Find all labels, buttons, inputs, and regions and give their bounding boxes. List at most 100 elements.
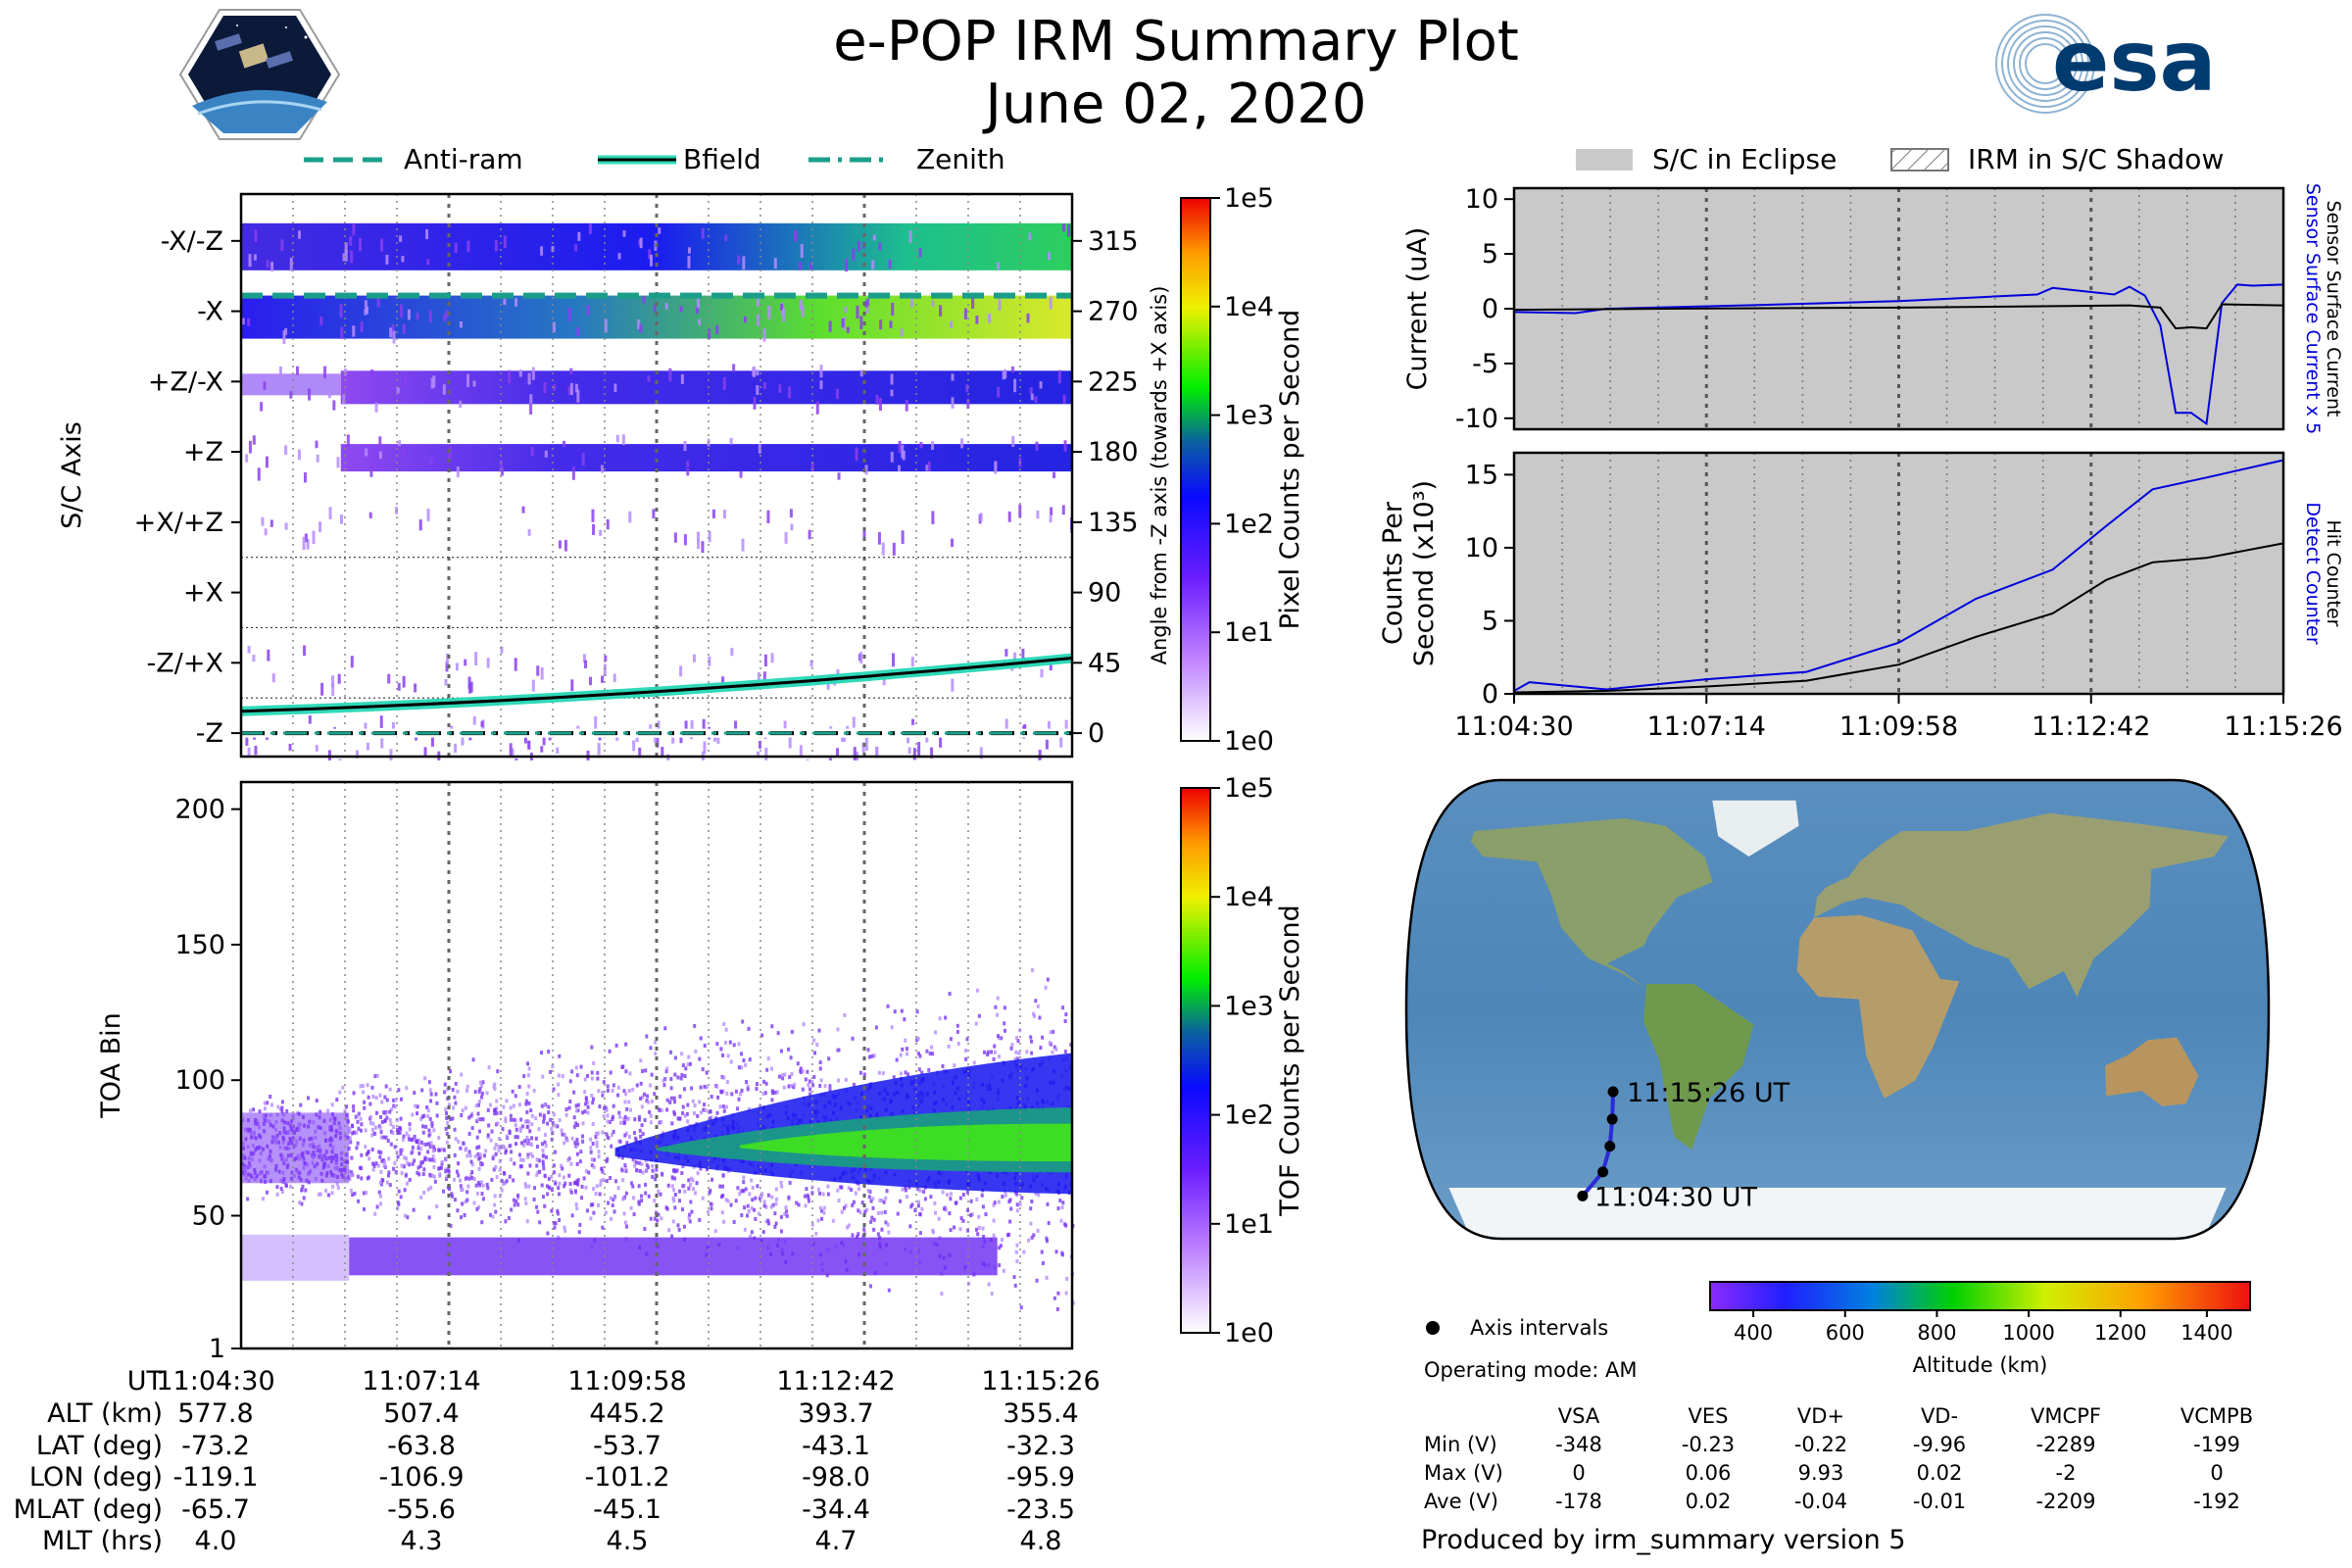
toa-speckle xyxy=(613,1195,617,1200)
toa-speckle xyxy=(578,1222,582,1227)
toa-speckle xyxy=(469,1113,473,1118)
toa-speckle xyxy=(1063,1018,1067,1023)
toa-speckle xyxy=(966,1208,970,1213)
toa-speckle xyxy=(649,1083,653,1088)
toa-speckle xyxy=(383,1160,387,1165)
toa-speckle xyxy=(531,1153,535,1158)
toa-speckle xyxy=(676,1116,680,1121)
position-value: -45.1 xyxy=(593,1494,662,1525)
toa-speckle xyxy=(541,1195,545,1200)
toa-speckle xyxy=(352,1130,356,1135)
toa-speckle xyxy=(872,1054,876,1058)
toa-speckle xyxy=(633,1158,637,1163)
toa-speckle xyxy=(916,1187,920,1192)
toa-speckle xyxy=(258,1109,262,1114)
toa-speckle xyxy=(621,1064,625,1069)
pixel-speckle xyxy=(734,720,738,729)
pixel-angle-tick-label: 180 xyxy=(1088,437,1139,467)
toa-speckle xyxy=(576,1108,580,1113)
toa-speckle xyxy=(385,1098,389,1102)
toa-speckle xyxy=(961,1193,965,1198)
pixel-speckle xyxy=(508,369,512,384)
current-ytick-label: -10 xyxy=(1455,404,1498,434)
toa-speckle xyxy=(695,1181,699,1186)
pixel-speckle xyxy=(379,715,383,728)
toa-speckle xyxy=(429,1092,433,1097)
toa-speckle xyxy=(631,1087,635,1092)
pixel-speckle xyxy=(591,509,595,522)
toa-speckle xyxy=(701,1067,705,1072)
pixel-speckle xyxy=(499,460,503,470)
toa-speckle xyxy=(476,1102,480,1107)
toa-speckle xyxy=(548,1185,552,1190)
axis-interval-marker xyxy=(1597,1166,1609,1178)
toa-speckle xyxy=(387,1156,391,1161)
toa-speckle xyxy=(459,1146,463,1151)
toa-speckle xyxy=(1054,1047,1058,1052)
pixel-speckle xyxy=(514,759,518,760)
toa-speckle xyxy=(1039,1046,1043,1051)
toa-speckle xyxy=(335,1098,339,1102)
counts-ytick-label: 5 xyxy=(1482,606,1498,636)
toa-speckle xyxy=(693,1023,697,1028)
toa-speckle xyxy=(831,1218,835,1223)
counts-series-blue xyxy=(1513,459,2284,692)
toa-speckle xyxy=(584,1185,588,1190)
toa-speckle xyxy=(360,1152,364,1157)
toa-speckle xyxy=(475,1135,479,1140)
toa-speckle xyxy=(392,1124,396,1129)
toa-speckle xyxy=(525,1091,529,1096)
pixel-category-label: -X xyxy=(197,297,223,327)
position-value: -55.6 xyxy=(387,1494,456,1525)
produced-by: Produced by irm_summary version 5 xyxy=(1421,1525,1906,1555)
toa-speckle xyxy=(870,1215,874,1220)
counts-xtick-label: 11:07:14 xyxy=(1647,711,1766,742)
australia-landmass xyxy=(2105,1037,2199,1106)
toa-speckle xyxy=(760,1033,764,1038)
position-value: -65.7 xyxy=(181,1494,250,1525)
position-value: -95.9 xyxy=(1006,1462,1075,1493)
toa-speckle xyxy=(673,1111,677,1116)
toa-speckle xyxy=(584,1102,588,1106)
toa-speckle xyxy=(581,1134,585,1139)
pixel-speckle xyxy=(248,440,252,454)
pixel-speckle xyxy=(701,227,705,239)
toa-speckle xyxy=(515,1135,519,1140)
toa-speckle xyxy=(498,1158,502,1163)
toa-speckle xyxy=(424,1124,428,1129)
toa-speckle xyxy=(1025,1050,1029,1054)
toa-speckle xyxy=(589,1150,593,1154)
pixel-colorbar xyxy=(1180,197,1211,742)
toa-speckle xyxy=(300,1201,304,1206)
toa-speckle xyxy=(554,1181,558,1186)
toa-speckle xyxy=(688,1212,692,1217)
pixel-speckle xyxy=(919,441,923,449)
toa-speckle xyxy=(862,1227,866,1232)
toa-speckle xyxy=(525,1135,529,1140)
toa-speckle xyxy=(632,1212,636,1217)
toa-speckle xyxy=(474,1183,478,1188)
toa-speckle xyxy=(279,1186,283,1191)
toa-speckle xyxy=(686,1102,690,1107)
toa-speckle xyxy=(760,1192,764,1197)
position-value: 507.4 xyxy=(383,1398,460,1429)
toa-speckle xyxy=(550,1137,554,1142)
toa-speckle xyxy=(457,1173,461,1178)
toa-speckle xyxy=(550,1126,554,1131)
toa-speckle xyxy=(844,1077,848,1082)
pixel-speckle xyxy=(729,437,733,445)
toa-speckle xyxy=(434,1092,438,1097)
toa-speckle xyxy=(1032,1233,1036,1238)
toa-speckle xyxy=(449,1116,453,1121)
toa-speckle xyxy=(352,1108,356,1113)
toa-speckle xyxy=(363,1206,367,1211)
pixel-speckle xyxy=(1004,718,1008,731)
toa-speckle xyxy=(737,1065,741,1070)
toa-speckle xyxy=(761,1230,765,1235)
pixel-speckle xyxy=(397,682,401,691)
pixel-angle-tick-label: 225 xyxy=(1088,367,1139,397)
toa-speckle xyxy=(762,1079,766,1084)
toa-speckle xyxy=(949,1037,953,1042)
toa-speckle xyxy=(493,1194,497,1199)
